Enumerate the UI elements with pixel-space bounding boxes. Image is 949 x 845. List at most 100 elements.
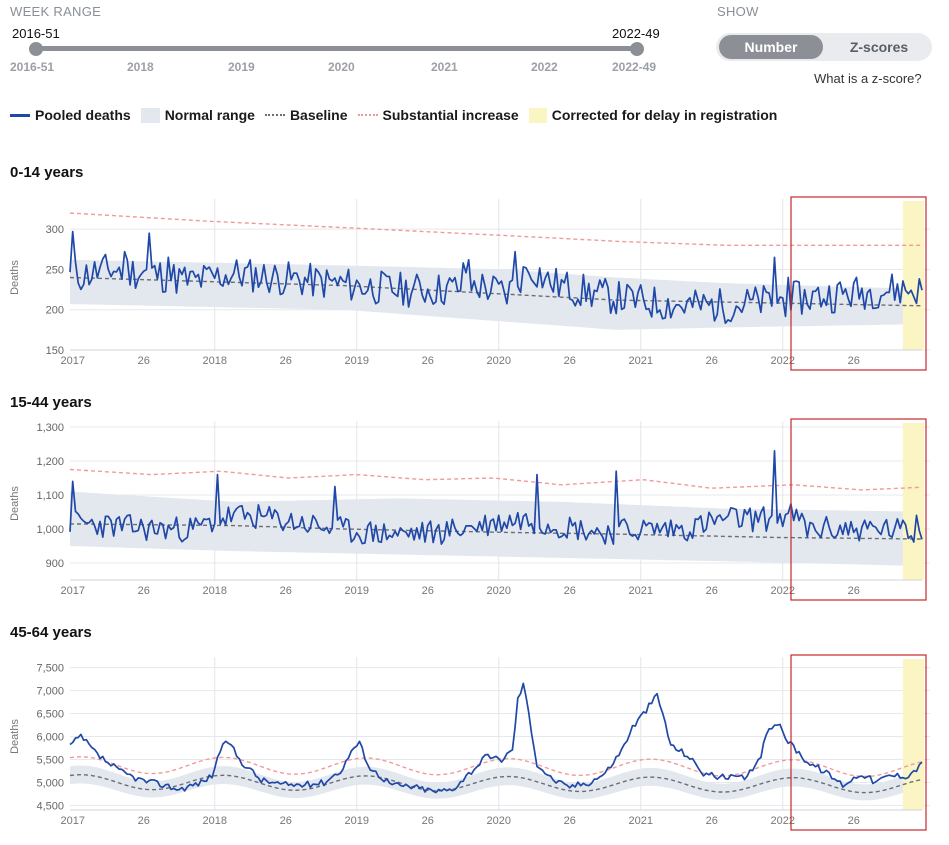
y-tick-label: 300 xyxy=(46,224,64,236)
legend-pooled-label: Pooled deaths xyxy=(35,107,131,123)
x-tick-label: 26 xyxy=(280,815,292,827)
y-tick-label: 6,000 xyxy=(36,732,64,744)
x-tick-label: 2017 xyxy=(60,355,84,367)
pooled-deaths-line xyxy=(69,449,923,545)
highlight-box xyxy=(790,196,927,371)
baseline-line xyxy=(69,276,922,307)
y-tick-label: 7,500 xyxy=(36,663,64,675)
highlight-box xyxy=(790,654,927,831)
legend-corrected-label: Corrected for delay in registration xyxy=(551,107,778,123)
x-tick-label: 26 xyxy=(706,815,718,827)
y-axis-label: Deaths xyxy=(9,260,21,295)
pooled-deaths-line xyxy=(69,230,923,325)
pooled-deaths-line xyxy=(69,682,923,794)
x-tick-label: 26 xyxy=(706,355,718,367)
y-tick-label: 1,200 xyxy=(36,456,64,468)
x-tick-label: 26 xyxy=(564,815,576,827)
chart-title-45-64: 45-64 years xyxy=(10,624,92,641)
x-tick-label: 2019 xyxy=(344,585,368,597)
week-range-label: WEEK RANGE xyxy=(10,4,102,19)
range-start-handle[interactable] xyxy=(29,42,43,56)
legend-pooled-swatch xyxy=(10,113,30,117)
substantial-increase-line xyxy=(69,468,923,491)
highlight-box xyxy=(790,418,927,601)
chart-legend: Pooled deaths Normal range Baseline Subs… xyxy=(10,106,787,124)
toggle-number[interactable]: Number xyxy=(719,35,823,59)
slider-tick-2022: 2022 xyxy=(531,60,558,74)
x-tick-label: 26 xyxy=(706,585,718,597)
x-tick-label: 26 xyxy=(138,585,150,597)
x-tick-label: 2020 xyxy=(486,585,510,597)
legend-normal-swatch xyxy=(140,107,160,123)
slider-tick-2020: 2020 xyxy=(328,60,355,74)
y-tick-label: 5,500 xyxy=(36,754,64,766)
show-label: SHOW xyxy=(717,4,759,19)
x-tick-label: 2020 xyxy=(486,815,510,827)
chart-15-44-years: 900 1,000 1,100 1,200 1,300 Deaths 2017 26 2018 2… xyxy=(9,418,930,601)
legend-baseline-label: Baseline xyxy=(289,107,348,123)
x-tick-label: 2022 xyxy=(770,585,794,597)
x-tick-label: 2021 xyxy=(628,815,652,827)
chart-title-15-44: 15-44 years xyxy=(10,394,92,411)
x-tick-label: 2017 xyxy=(60,815,84,827)
corrected-delay-band xyxy=(902,201,924,350)
y-tick-label: 1,100 xyxy=(36,490,64,502)
x-tick-label: 2017 xyxy=(60,585,84,597)
x-tick-label: 26 xyxy=(564,585,576,597)
week-range-slider-track[interactable] xyxy=(35,46,637,51)
x-tick-label: 26 xyxy=(422,585,434,597)
x-tick-label: 26 xyxy=(422,355,434,367)
legend-normal: Normal range xyxy=(140,107,255,123)
baseline-line xyxy=(69,773,923,794)
x-tick-label: 2019 xyxy=(344,815,368,827)
x-tick-label: 2018 xyxy=(202,585,226,597)
y-tick-label: 900 xyxy=(46,558,64,570)
chart-0-14-years: 150 200 250 300 Deaths 2017 26 2018 26 2019 26 2020… xyxy=(9,196,930,371)
x-tick-label: 26 xyxy=(138,815,150,827)
y-tick-label: 150 xyxy=(46,345,64,357)
x-tick-label: 2020 xyxy=(486,355,510,367)
toggle-zscores[interactable]: Z-scores xyxy=(849,39,909,55)
y-tick-label: 4,500 xyxy=(36,800,64,812)
legend-substantial-swatch xyxy=(357,114,378,116)
legend-corrected-swatch xyxy=(528,107,547,123)
legend-substantial: Substantial increase xyxy=(357,107,519,123)
range-end-handle[interactable] xyxy=(630,42,644,56)
x-tick-label: 2018 xyxy=(202,355,226,367)
substantial-increase-line xyxy=(69,212,922,246)
zscore-help-link[interactable]: What is a z-score? xyxy=(814,71,922,86)
x-tick-label: 26 xyxy=(138,355,150,367)
legend-pooled: Pooled deaths xyxy=(10,107,131,123)
x-tick-label: 2018 xyxy=(202,815,226,827)
x-tick-label: 26 xyxy=(564,355,576,367)
y-axis-label: Deaths xyxy=(9,486,21,521)
range-end-value: 2022-49 xyxy=(612,26,660,41)
show-toggle: Number Z-scores xyxy=(716,33,932,61)
x-tick-label: 2019 xyxy=(344,355,368,367)
x-tick-label: 26 xyxy=(848,355,860,367)
range-start-value: 2016-51 xyxy=(12,26,60,41)
y-tick-label: 6,500 xyxy=(36,709,64,721)
chart-title-0-14: 0-14 years xyxy=(10,164,84,181)
x-tick-label: 26 xyxy=(848,815,860,827)
y-tick-label: 5,000 xyxy=(36,777,64,789)
x-tick-label: 2022 xyxy=(770,355,794,367)
legend-baseline: Baseline xyxy=(264,107,348,123)
y-tick-label: 1,300 xyxy=(36,422,64,434)
y-tick-label: 1,000 xyxy=(36,524,64,536)
baseline-line xyxy=(69,523,922,540)
x-tick-label: 26 xyxy=(280,585,292,597)
slider-tick-2018: 2018 xyxy=(127,60,154,74)
normal-range-band xyxy=(70,765,922,801)
y-axis-label: Deaths xyxy=(9,719,21,754)
normal-range-band xyxy=(70,259,922,330)
x-tick-label: 26 xyxy=(422,815,434,827)
corrected-delay-band xyxy=(902,423,924,580)
x-tick-label: 2022 xyxy=(770,815,794,827)
y-tick-label: 250 xyxy=(46,264,64,276)
x-tick-label: 2021 xyxy=(628,585,652,597)
slider-axis-end: 2022-49 xyxy=(612,60,657,74)
x-tick-label: 26 xyxy=(280,355,292,367)
y-tick-label: 200 xyxy=(46,305,64,317)
slider-tick-2019: 2019 xyxy=(228,60,255,74)
